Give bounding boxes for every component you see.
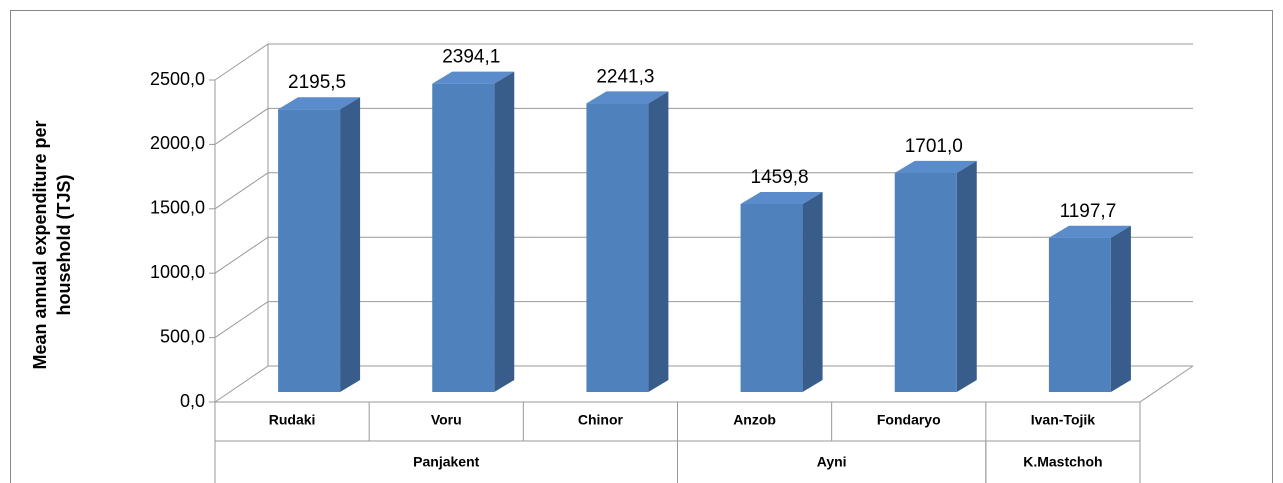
- grid-line: [214, 107, 1193, 145]
- value-label: 2241,3: [596, 66, 654, 87]
- y-tick-label: 2500,0: [150, 69, 205, 89]
- bar-side: [802, 191, 823, 392]
- bar-top: [432, 71, 515, 84]
- value-label: 1459,8: [751, 167, 809, 188]
- chart-border: [10, 10, 1273, 483]
- group-label: Ayni: [817, 454, 847, 470]
- value-label: 1197,7: [1060, 201, 1117, 222]
- bar: [1048, 237, 1111, 392]
- value-label: 2394,1: [442, 47, 500, 68]
- y-tick-label: 0,0: [180, 391, 205, 411]
- bar-side: [1110, 225, 1131, 392]
- grid-line: [214, 43, 1193, 81]
- group-label: K.Mastchoh: [1023, 454, 1102, 470]
- bar-top: [740, 191, 823, 204]
- bar: [586, 103, 649, 392]
- y-tick-label: 1000,0: [150, 262, 205, 282]
- bar: [740, 203, 803, 392]
- x-tick-label: Chinor: [578, 412, 624, 428]
- grid-line: [214, 365, 1193, 403]
- bar: [278, 109, 341, 392]
- group-label: Panjakent: [413, 454, 479, 470]
- x-tick-label: Voru: [431, 412, 462, 428]
- y-tick-label: 2000,0: [150, 133, 205, 153]
- grid-line: [214, 301, 1193, 339]
- bar-top: [894, 160, 977, 173]
- value-label: 2195,5: [288, 72, 346, 93]
- x-tick-label: Ivan-Tojik: [1031, 412, 1096, 428]
- y-tick-label: 500,0: [160, 326, 205, 346]
- bar: [894, 172, 957, 392]
- bar-top: [278, 97, 361, 110]
- x-tick-label: Fondaryo: [877, 412, 941, 428]
- grid-line: [214, 172, 1193, 210]
- bar-side: [494, 71, 515, 392]
- x-tick-label: Rudaki: [269, 412, 316, 428]
- floor-right: [1139, 365, 1194, 403]
- y-axis-label: Mean annual expenditure per household (T…: [30, 120, 74, 370]
- bar: [432, 83, 495, 392]
- bar-top: [1048, 225, 1131, 238]
- y-tick-label: 1500,0: [150, 198, 205, 218]
- grid-line: [214, 236, 1193, 274]
- bar-side: [956, 160, 977, 392]
- value-label: 1701,0: [905, 136, 963, 157]
- bar-side: [340, 97, 361, 392]
- bar-side: [648, 91, 669, 392]
- x-tick-label: Anzob: [733, 412, 776, 428]
- bar-top: [586, 91, 669, 104]
